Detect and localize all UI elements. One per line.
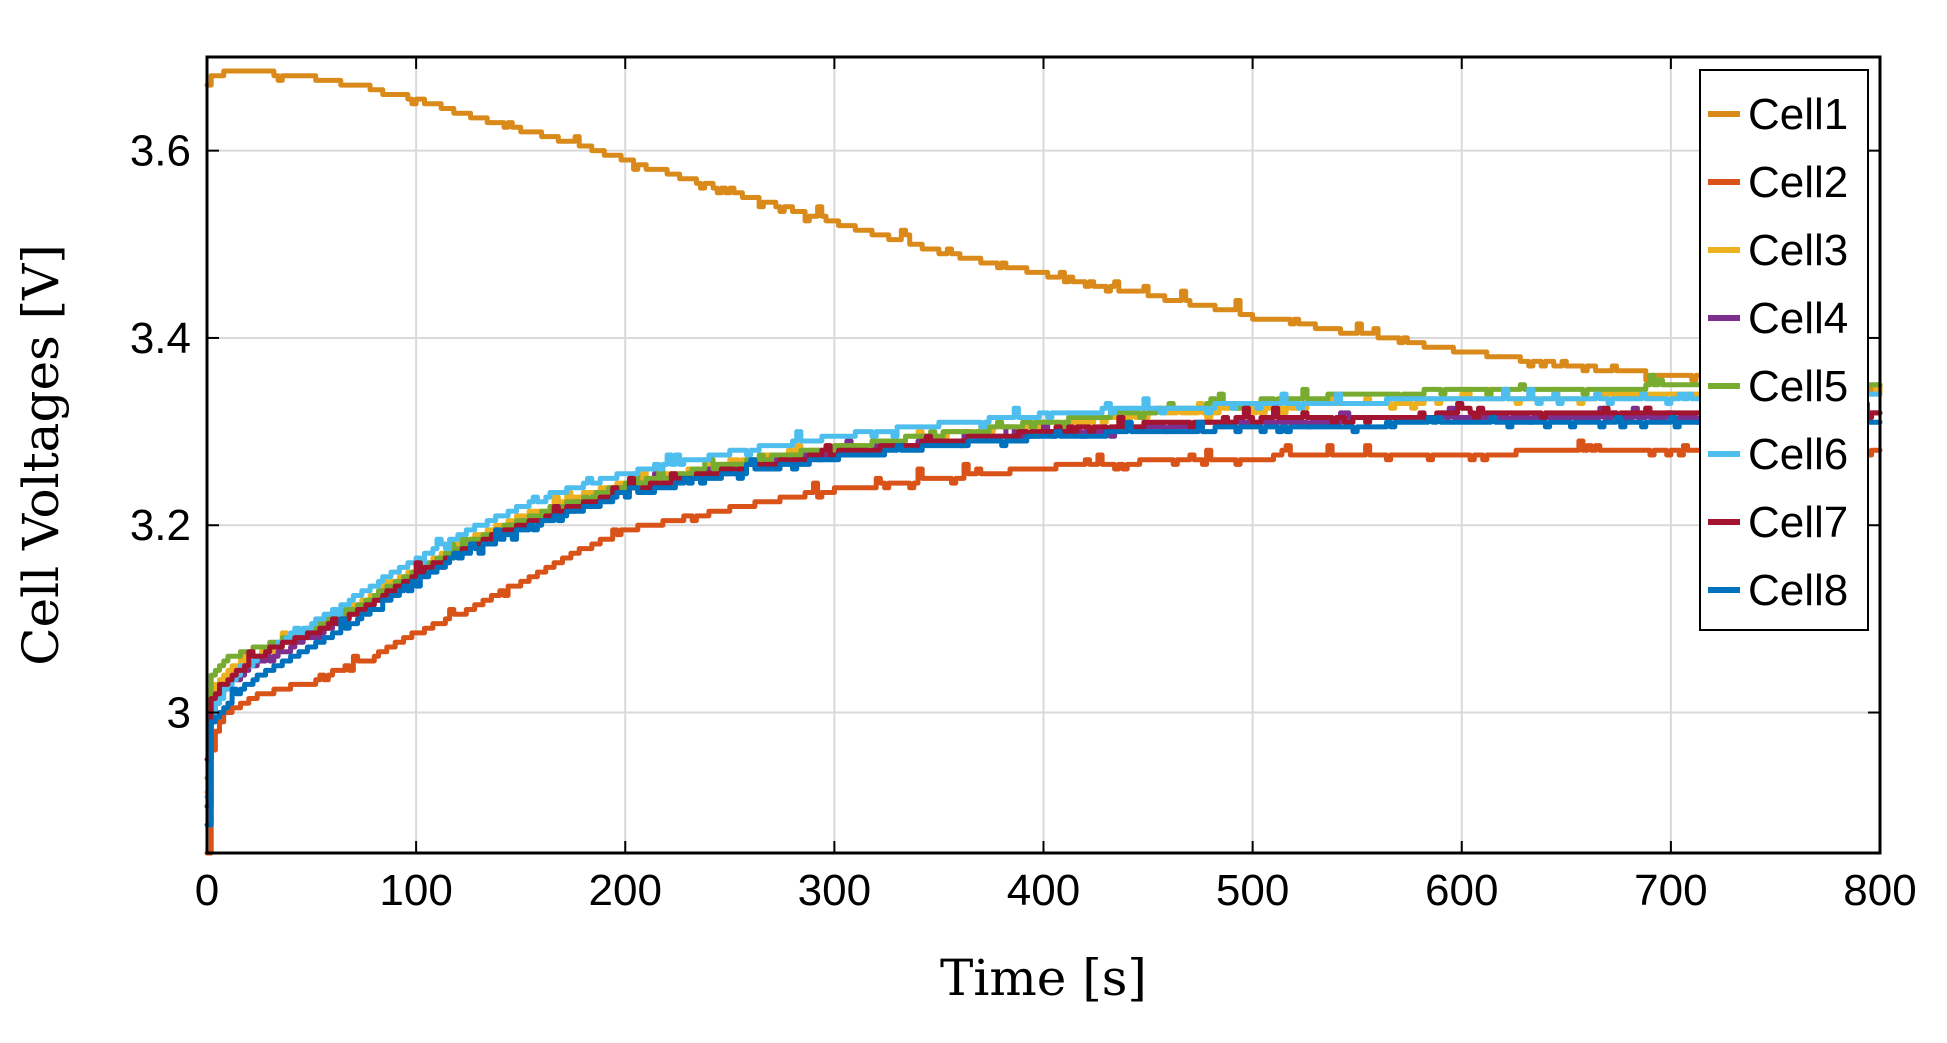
series-line-cell8 — [204, 410, 1883, 828]
legend-label-cell5: Cell5 — [1748, 362, 1848, 411]
x-tick-label: 300 — [798, 866, 871, 915]
legend-label-cell7: Cell7 — [1748, 498, 1848, 547]
series-line-cell5 — [204, 372, 1883, 781]
y-tick-label: 3.2 — [130, 501, 191, 550]
grid-lines — [207, 57, 1880, 853]
y-tick-label: 3.4 — [130, 314, 191, 363]
x-tick-label: 500 — [1216, 866, 1289, 915]
legend-label-cell1: Cell1 — [1748, 90, 1848, 139]
x-tick-label: 0 — [195, 866, 219, 915]
legend-label-cell3: Cell3 — [1748, 226, 1848, 275]
series-line-cell2 — [204, 438, 1883, 856]
series-lines — [204, 68, 1883, 856]
y-axis-ticks: 3 3.2 3.4 3.6 — [130, 127, 1880, 738]
y-tick-label: 3.6 — [130, 127, 191, 176]
legend-label-cell2: Cell2 — [1748, 158, 1848, 207]
legend-label-cell8: Cell8 — [1748, 566, 1848, 615]
x-axis-label: Time [s] — [940, 949, 1147, 1007]
series-line-cell6 — [204, 386, 1883, 800]
legend: Cell1 Cell2 Cell3 Cell4 Cell5 Cell6 Cell7 Cell8 — [1699, 69, 1869, 631]
x-tick-label: 600 — [1425, 866, 1498, 915]
x-axis-ticks: 0 100 200 300 400 500 600 700 800 — [195, 57, 1917, 915]
legend-box — [1699, 69, 1869, 631]
series-line-cell7 — [204, 401, 1883, 762]
x-tick-label: 200 — [589, 866, 662, 915]
x-tick-label: 700 — [1634, 866, 1707, 915]
legend-label-cell6: Cell6 — [1748, 430, 1848, 479]
series-line-cell1 — [204, 68, 1883, 397]
y-axis-label: Cell Voltages [V] — [12, 244, 70, 666]
x-tick-label: 100 — [379, 866, 452, 915]
x-tick-label: 400 — [1007, 866, 1080, 915]
y-tick-label: 3 — [167, 689, 191, 738]
x-tick-label: 800 — [1843, 866, 1916, 915]
legend-label-cell4: Cell4 — [1748, 294, 1848, 343]
